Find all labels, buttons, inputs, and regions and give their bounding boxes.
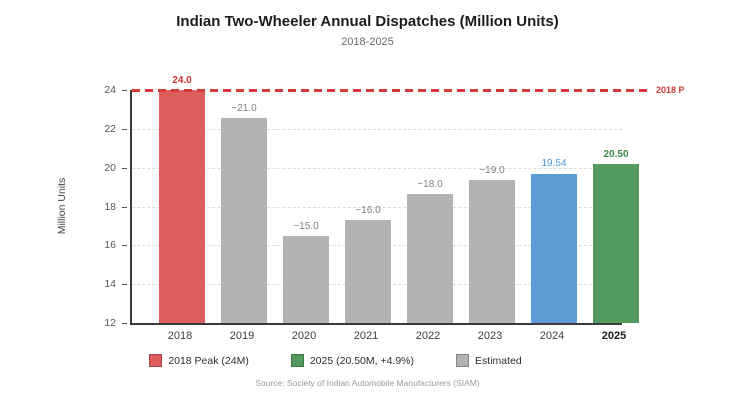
y-tick-label-18: 18 [104,200,116,213]
y-tick-mark-16 [122,245,127,247]
x-tick-label-2022: 2022 [415,330,441,342]
plot-area: 2018 P 24.0 ~21.0 ~15.0 ~16.0 ~18.0 ~19.0 19.5… [130,75,685,325]
y-tick-mark-20 [122,167,127,169]
peak-reference-label: 2018 P [656,85,685,95]
x-tick-label-2021: 2021 [353,330,379,342]
bar-2019 [221,118,267,323]
chart-subtitle: 2018-2025 [341,36,394,48]
legend-swatch-red [149,354,163,367]
y-tick-label-16: 16 [104,239,116,252]
x-axis: 2018 2019 2020 2021 2022 2023 2024 2025 [130,330,640,346]
x-tick-label-2024: 2024 [539,330,565,342]
bar-2025 [593,163,639,323]
y-tick-label-24: 24 [104,84,116,96]
legend-item-peak: 2018 Peak (24M) [149,354,249,367]
y-tick-mark-24 [122,90,127,91]
bar-value-2019: ~21.0 [231,103,257,115]
legend-label-estimated: Estimated [475,354,522,367]
bar-value-2021: ~16.0 [355,205,381,217]
y-tick-label-12: 12 [104,317,116,329]
source-note: Source: Society of Indian Automobile Man… [255,378,480,388]
bar-2024 [531,173,577,323]
bar-2021 [345,220,391,323]
bar-value-2022: ~18.0 [417,178,443,190]
gridline-18 [132,206,622,208]
bar-value-2023: ~19.0 [479,165,505,177]
peak-reference-line [132,89,649,92]
bar-value-2024: 19.54 [541,158,567,170]
y-tick-mark-22 [122,128,127,130]
bar-value-2025: 20.50 [603,148,629,160]
y-tick-mark-12 [122,323,127,324]
x-tick-label-2025: 2025 [601,330,627,342]
x-tick-label-2018: 2018 [167,330,193,342]
legend-swatch-gray [456,354,470,367]
y-tick-mark-14 [122,284,127,286]
y-tick-label-22: 22 [104,122,116,135]
legend-swatch-green [290,354,304,367]
y-tick-label-14: 14 [104,278,116,291]
bar-2020 [283,235,329,323]
y-tick-label-20: 20 [104,161,116,174]
x-tick-label-2020: 2020 [291,330,317,342]
legend-item-estimated: Estimated [456,354,522,367]
bar-2022 [407,193,453,323]
gridline-20 [132,167,622,169]
gridline-22 [132,128,622,130]
bar-value-2018: 24.0 [172,75,192,86]
bar-2018 [159,90,205,323]
bar-2023 [469,180,515,323]
y-tick-mark-18 [122,206,127,208]
legend-label-2025: 2025 (20.50M, +4.9%) [309,354,415,367]
chart-title: Indian Two-Wheeler Annual Dispatches (Mi… [176,13,559,30]
x-tick-label-2019: 2019 [229,330,255,342]
bar-value-2020: ~15.0 [293,220,319,232]
y-axis: 24 22 20 18 16 14 12 [0,84,128,329]
legend-item-2025: 2025 (20.50M, +4.9%) [290,354,415,367]
x-tick-label-2023: 2023 [477,330,503,342]
legend-label-peak: 2018 Peak (24M) [168,354,249,367]
legend: 2018 Peak (24M) 2025 (20.50M, +4.9%) Est… [0,354,703,367]
